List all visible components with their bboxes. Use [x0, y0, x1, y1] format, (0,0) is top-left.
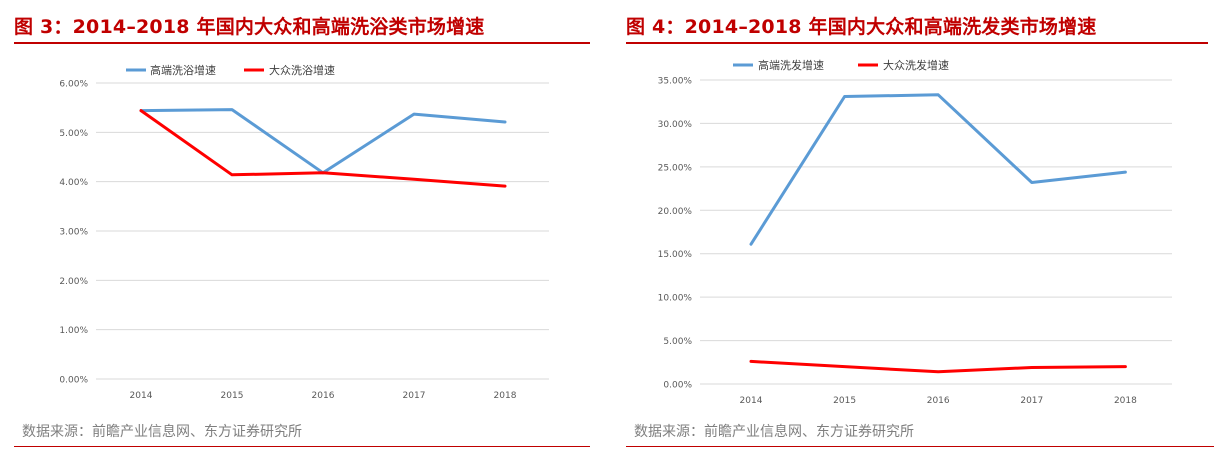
series-line-1 [139, 108, 507, 175]
x-tick-label: 2016 [927, 396, 950, 406]
y-tick-label: 20.00% [658, 207, 693, 217]
legend-label: 高端洗发增速 [758, 58, 824, 72]
x-tick-label: 2015 [833, 396, 856, 406]
series-line-1 [749, 93, 1127, 246]
legend-label: 大众洗浴增速 [269, 63, 335, 77]
legend-label: 高端洗浴增速 [150, 63, 216, 77]
source-note: 数据来源：前瞻产业信息网、东方证券研究所 [634, 424, 914, 440]
figure-title: 图 3：2014–2018 年国内大众和高端洗浴类市场增速 [14, 16, 485, 38]
x-tick-label: 2018 [1114, 396, 1137, 406]
x-tick-label: 2014 [740, 396, 763, 406]
y-tick-label: 25.00% [658, 163, 693, 173]
series-line-2 [749, 359, 1127, 374]
y-tick-label: 2.00% [59, 277, 88, 287]
y-tick-label: 10.00% [658, 294, 693, 304]
x-tick-label: 2018 [494, 391, 517, 401]
y-tick-label: 0.00% [59, 376, 88, 386]
line-chart: 0.00% 1.00% 2.00% 3.00% 4.00% 5.00% 6.00% 2014 2… [59, 63, 549, 401]
x-tick-label: 2016 [312, 391, 335, 401]
y-tick-label: 6.00% [59, 80, 88, 90]
x-tick-label: 2014 [130, 391, 153, 401]
y-tick-label: 1.00% [59, 326, 88, 336]
figure-title: 图 4：2014–2018 年国内大众和高端洗发类市场增速 [626, 16, 1097, 38]
y-tick-label: 35.00% [658, 77, 693, 87]
legend-label: 大众洗发增速 [883, 58, 949, 72]
bottom-divider [14, 446, 590, 447]
title-divider [14, 42, 590, 44]
y-tick-label: 5.00% [59, 129, 88, 139]
y-tick-label: 3.00% [59, 228, 88, 238]
line-chart: 0.00% 5.00% 10.00% 15.00% 20.00% 25.00% 30.00%… [658, 58, 1172, 406]
x-tick-label: 2017 [1020, 396, 1043, 406]
y-tick-label: 5.00% [663, 337, 692, 347]
y-tick-label: 30.00% [658, 120, 693, 130]
series-line-2 [139, 109, 507, 188]
y-tick-label: 4.00% [59, 178, 88, 188]
source-note: 数据来源：前瞻产业信息网、东方证券研究所 [22, 424, 302, 440]
y-tick-label: 0.00% [663, 381, 692, 391]
title-divider [626, 42, 1208, 44]
y-tick-label: 15.00% [658, 250, 693, 260]
x-tick-label: 2015 [221, 391, 244, 401]
figure-4-panel: 图 4：2014–2018 年国内大众和高端洗发类市场增速 0.00% 5.00%… [612, 0, 1214, 449]
x-tick-label: 2017 [403, 391, 426, 401]
bottom-divider [626, 446, 1214, 447]
figure-3-panel: 图 3：2014–2018 年国内大众和高端洗浴类市场增速 0.00% 1.00%… [0, 0, 600, 449]
